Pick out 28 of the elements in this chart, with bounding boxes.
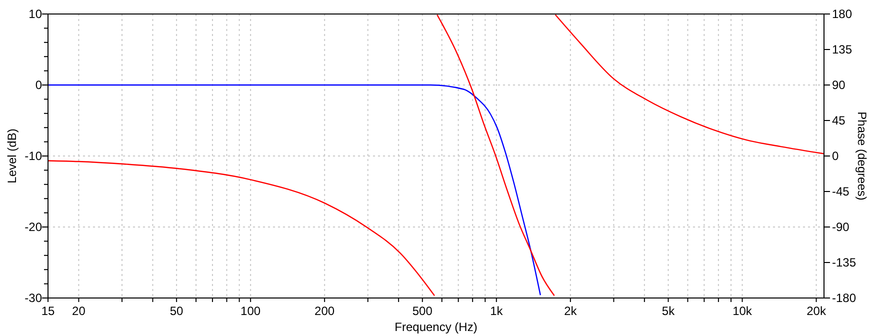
x-tick-label: 200: [314, 304, 335, 318]
y2-tick-label: 45: [832, 114, 846, 128]
x-tick-label: 50: [170, 304, 184, 318]
x-tick-label: 15: [41, 304, 55, 318]
y-tick-label: -10: [24, 149, 42, 163]
y2-tick-label: -45: [832, 184, 850, 198]
y2-tick-label: 180: [832, 7, 852, 21]
y-tick-label: -30: [24, 291, 42, 305]
y2-axis-title: Phase (degrees): [855, 112, 869, 200]
x-axis-title: Frequency (Hz): [394, 320, 478, 334]
x-tick-label: 20: [72, 304, 86, 318]
x-tick-label: 100: [240, 304, 261, 318]
y-tick-label: 0: [35, 78, 42, 92]
y2-tick-label: 135: [832, 42, 852, 56]
x-tick-label: 20k: [806, 304, 827, 318]
y2-tick-label: -135: [832, 256, 856, 270]
y2-tick-label: 90: [832, 78, 846, 92]
y-tick-label: -20: [24, 220, 42, 234]
x-tick-label: 5k: [662, 304, 676, 318]
y2-tick-label: -180: [832, 291, 856, 305]
y-axis-title: Level (dB): [5, 128, 19, 184]
x-tick-label: 500: [412, 304, 433, 318]
y-tick-label: 10: [28, 7, 42, 21]
y2-tick-label: 0: [832, 149, 839, 163]
y2-tick-label: -90: [832, 220, 850, 234]
x-tick-label: 2k: [564, 304, 578, 318]
x-tick-label: 1k: [490, 304, 504, 318]
x-tick-label: 10k: [732, 304, 753, 318]
